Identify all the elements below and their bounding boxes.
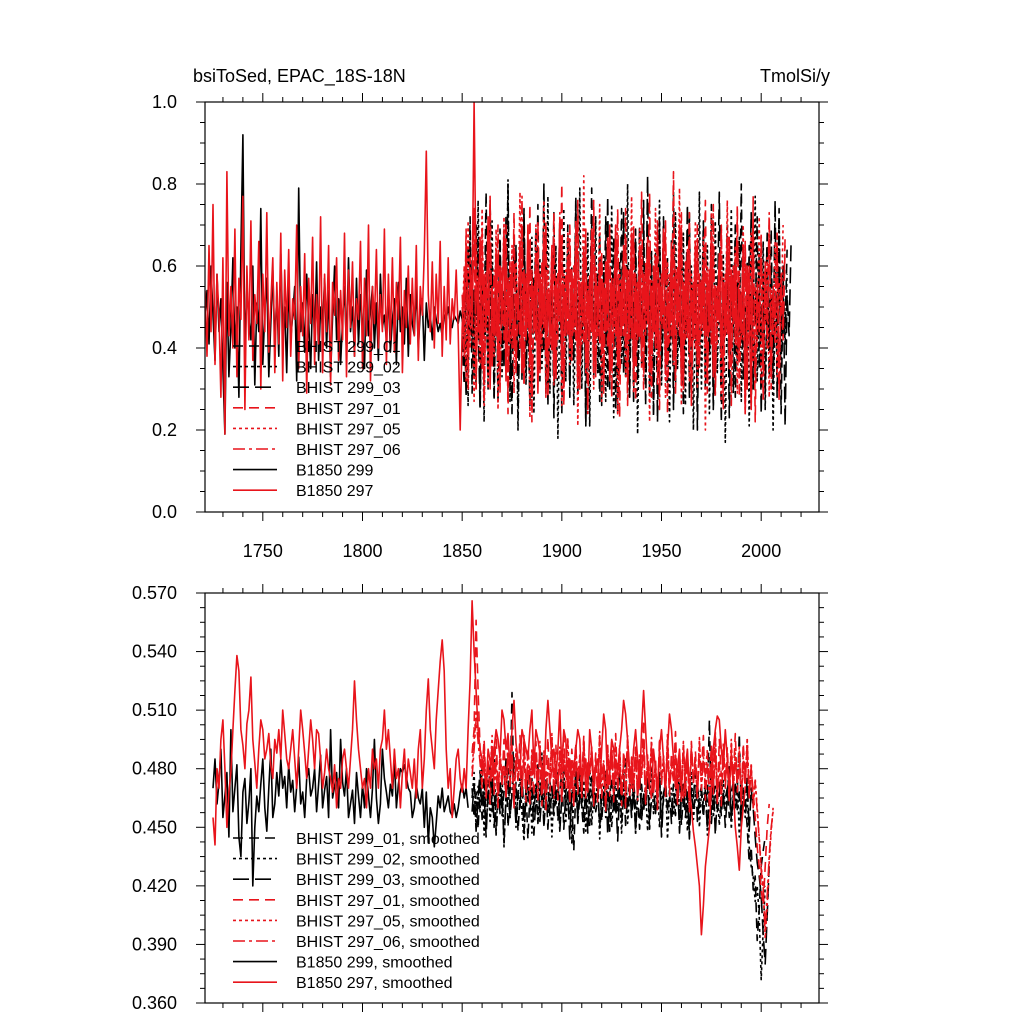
top-panel: 1750 1800 1850 1900 1950 2000 0.0 0.2 0.4 0.6 0.8 1… (152, 92, 828, 561)
x-tick-label: 2000 (741, 541, 781, 561)
units-label: TmolSi/y (760, 66, 830, 86)
legend-label: BHIST 299_01 (296, 339, 401, 356)
legend-label: BHIST 299_03 (296, 380, 401, 397)
y-tick-label: 0.540 (132, 642, 177, 662)
x-tick-label: 1750 (243, 541, 283, 561)
legend-label: BHIST 297_05 (296, 421, 401, 438)
y-tick-label: 0.390 (132, 934, 177, 954)
legend-label: BHIST 297_05, smoothed (296, 913, 480, 930)
y-tick-label: 0.6 (152, 256, 177, 276)
legend-label: B1850 297, smoothed (296, 975, 453, 992)
legend: BHIST 299_01, smoothed BHIST 299_02, smoo… (233, 831, 480, 992)
y-tick-label: 0.0 (152, 502, 177, 522)
y-tick-label: 0.420 (132, 876, 177, 896)
legend-label: BHIST 297_01, smoothed (296, 893, 480, 910)
x-tick-label: 1800 (342, 541, 382, 561)
legend: BHIST 299_01 BHIST 299_02 BHIST 299_03 BHIS… (233, 339, 401, 500)
x-tick-label: 1900 (542, 541, 582, 561)
series-line-7 (212, 728, 469, 887)
series-line-6 (471, 719, 774, 930)
legend-label: BHIST 299_02, smoothed (296, 852, 480, 869)
series-line-6 (461, 191, 786, 415)
legend-label: BHIST 299_03, smoothed (296, 872, 480, 889)
series-group (212, 599, 774, 981)
series-group (205, 102, 792, 444)
chart-title: bsiToSed, EPAC_18S-18N (193, 66, 406, 87)
legend-label: BHIST 297_06 (296, 442, 401, 459)
y-tick-label: 0.8 (152, 174, 177, 194)
x-tick-label: 1850 (442, 541, 482, 561)
y-tick-label: 0.570 (132, 583, 177, 603)
legend-label: BHIST 299_02 (296, 360, 401, 377)
series-line-8 (205, 102, 754, 435)
y-tick-label: 0.360 (132, 993, 177, 1013)
y-tick-label: 0.480 (132, 759, 177, 779)
y-tick-label: 0.2 (152, 420, 177, 440)
legend-label: BHIST 299_01, smoothed (296, 831, 480, 848)
legend-label: B1850 297 (296, 483, 374, 500)
bottom-panel: 0.360 0.390 0.420 0.450 0.480 0.510 0.540 0.570… (132, 583, 828, 1013)
series-line-8 (212, 599, 746, 936)
legend-label: B1850 299 (296, 463, 374, 480)
legend-label: BHIST 297_01 (296, 401, 401, 418)
y-tick-label: 0.450 (132, 817, 177, 837)
y-tick-label: 1.0 (152, 92, 177, 112)
y-tick-label: 0.510 (132, 700, 177, 720)
y-tick-label: 0.4 (152, 338, 177, 358)
legend-label: B1850 299, smoothed (296, 955, 453, 972)
x-tick-label: 1950 (641, 541, 681, 561)
legend-label: BHIST 297_06, smoothed (296, 934, 480, 951)
